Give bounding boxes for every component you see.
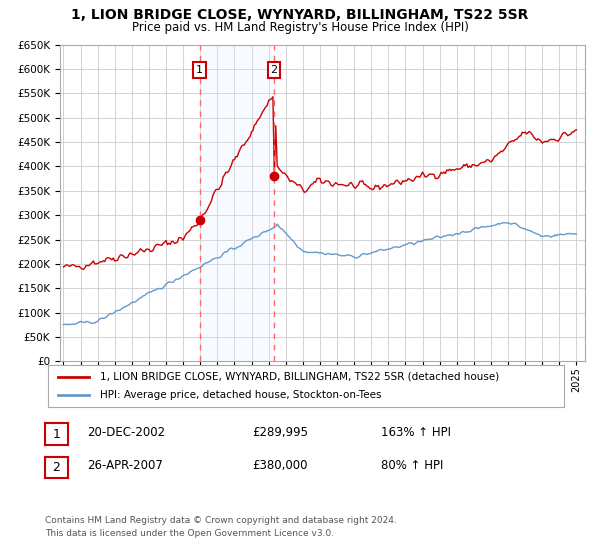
Text: 1, LION BRIDGE CLOSE, WYNYARD, BILLINGHAM, TS22 5SR: 1, LION BRIDGE CLOSE, WYNYARD, BILLINGHA… <box>71 8 529 22</box>
Text: Price paid vs. HM Land Registry's House Price Index (HPI): Price paid vs. HM Land Registry's House … <box>131 21 469 34</box>
Text: 20-DEC-2002: 20-DEC-2002 <box>87 426 165 439</box>
Text: 80% ↑ HPI: 80% ↑ HPI <box>381 459 443 473</box>
Text: Contains HM Land Registry data © Crown copyright and database right 2024.: Contains HM Land Registry data © Crown c… <box>45 516 397 525</box>
Bar <box>200 45 274 361</box>
Text: 1: 1 <box>196 65 203 75</box>
Text: This data is licensed under the Open Government Licence v3.0.: This data is licensed under the Open Gov… <box>45 529 334 538</box>
Text: 2: 2 <box>52 461 61 474</box>
Text: 26-APR-2007: 26-APR-2007 <box>87 459 163 473</box>
Text: £380,000: £380,000 <box>252 459 308 473</box>
Text: £289,995: £289,995 <box>252 426 308 439</box>
Text: 1, LION BRIDGE CLOSE, WYNYARD, BILLINGHAM, TS22 5SR (detached house): 1, LION BRIDGE CLOSE, WYNYARD, BILLINGHA… <box>100 372 499 382</box>
Text: 1: 1 <box>52 427 61 441</box>
Text: 163% ↑ HPI: 163% ↑ HPI <box>381 426 451 439</box>
Text: HPI: Average price, detached house, Stockton-on-Tees: HPI: Average price, detached house, Stoc… <box>100 390 381 400</box>
Text: 2: 2 <box>271 65 278 75</box>
